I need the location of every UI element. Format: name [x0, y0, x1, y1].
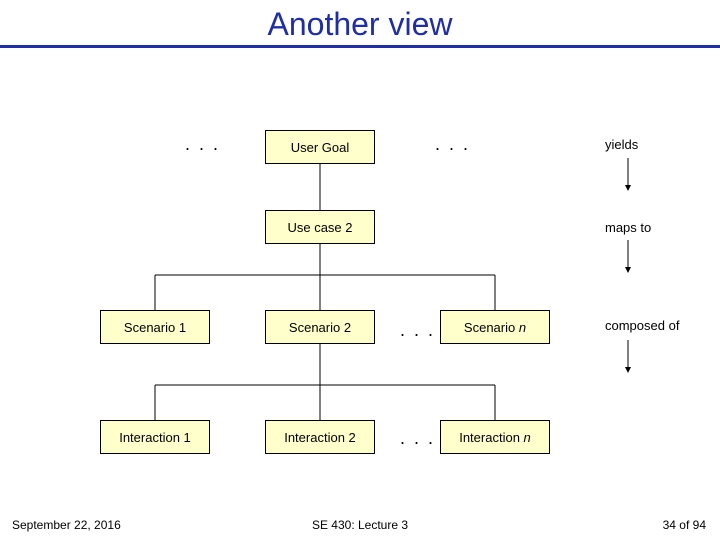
- ellipsis-interactions: . . .: [400, 428, 435, 449]
- label-user-goal: User Goal: [291, 140, 350, 155]
- label-scenario-n: Scenario n: [464, 320, 526, 335]
- ellipsis-scenarios: . . .: [400, 320, 435, 341]
- footer-page: 34 of 94: [663, 518, 706, 532]
- label-interaction-2: Interaction 2: [284, 430, 356, 445]
- box-interaction-1: Interaction 1: [100, 420, 210, 454]
- diagram-canvas: . . . User Goal . . . Use case 2 Scenari…: [0, 0, 720, 540]
- label-scenario-1: Scenario 1: [124, 320, 186, 335]
- label-scenario-2: Scenario 2: [289, 320, 351, 335]
- label-yields: yields: [605, 137, 638, 152]
- ellipsis-right-goal: . . .: [435, 134, 470, 155]
- connector-lines: [0, 0, 720, 540]
- box-use-case: Use case 2: [265, 210, 375, 244]
- label-interaction-1: Interaction 1: [119, 430, 191, 445]
- box-scenario-2: Scenario 2: [265, 310, 375, 344]
- label-interaction-n: Interaction n: [459, 430, 531, 445]
- box-interaction-2: Interaction 2: [265, 420, 375, 454]
- box-scenario-n: Scenario n: [440, 310, 550, 344]
- box-interaction-n: Interaction n: [440, 420, 550, 454]
- box-user-goal: User Goal: [265, 130, 375, 164]
- label-use-case: Use case 2: [287, 220, 352, 235]
- footer-center: SE 430: Lecture 3: [0, 518, 720, 532]
- label-composed-of: composed of: [605, 318, 679, 333]
- box-scenario-1: Scenario 1: [100, 310, 210, 344]
- label-maps-to: maps to: [605, 220, 651, 235]
- ellipsis-left-goal: . . .: [185, 134, 220, 155]
